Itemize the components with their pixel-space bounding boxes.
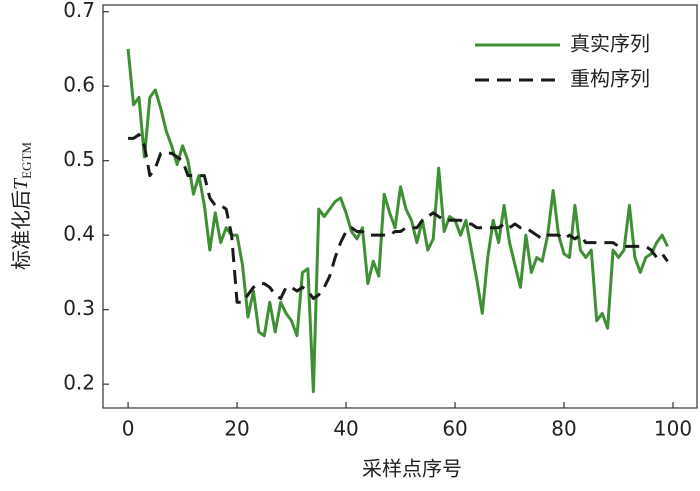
- y-axis-label: 标准化后TEGTM: [9, 142, 34, 270]
- y-tick-label: 0.4: [63, 222, 95, 246]
- x-tick-label: 40: [333, 417, 358, 441]
- plot-frame: [102, 4, 698, 409]
- x-axis-label: 采样点序号: [362, 457, 462, 481]
- y-label-symbol: T: [10, 177, 32, 190]
- y-tick-label: 0.6: [63, 73, 95, 97]
- series-line: [126, 48, 669, 394]
- y-tick-label: 0.5: [63, 147, 95, 171]
- series-line: [128, 133, 669, 304]
- y-tick-label: 0.7: [63, 0, 95, 22]
- x-tick-label: 0: [122, 417, 135, 441]
- x-tick-label: 80: [551, 417, 576, 441]
- y-label-text: 标准化后: [9, 190, 33, 270]
- x-tick-label: 60: [442, 417, 467, 441]
- y-label-subscript: EGTM: [19, 142, 34, 179]
- x-tick-label: 100: [654, 417, 692, 441]
- y-tick-label: 0.2: [63, 371, 95, 395]
- legend-label: 重构序列: [570, 67, 650, 91]
- y-tick-label: 0.3: [63, 296, 95, 320]
- x-tick-label: 20: [224, 417, 249, 441]
- legend-label: 真实序列: [570, 32, 650, 56]
